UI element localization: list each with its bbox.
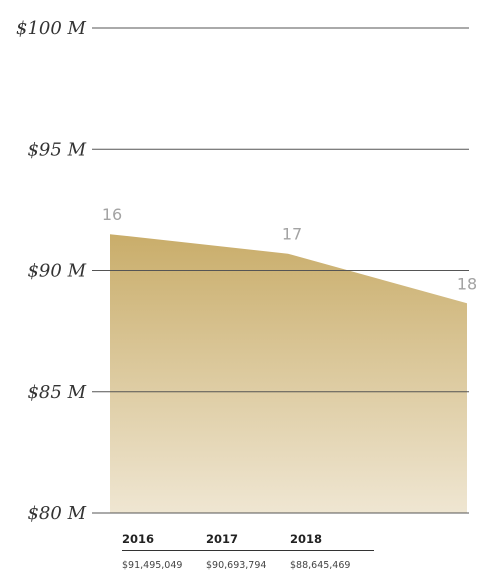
y-tick-label: $85 M <box>27 382 86 403</box>
value-2017: $90,693,794 <box>206 560 267 571</box>
y-tick-label: $80 M <box>27 503 86 524</box>
table-value-row: $91,495,049 $90,693,794 $88,645,469 <box>122 551 374 571</box>
data-table: 2016 2017 2018 $91,495,049 $90,693,794 $… <box>122 528 374 571</box>
y-tick-label: $100 M <box>16 18 87 39</box>
point-labels: 16 17 18 <box>102 205 477 293</box>
point-label: 17 <box>282 225 302 244</box>
value-2016: $91,495,049 <box>122 560 183 571</box>
y-tick-label: $90 M <box>27 261 86 282</box>
year-header-2016: 2016 <box>122 528 206 551</box>
point-label: 18 <box>457 274 477 293</box>
area-series <box>110 234 467 513</box>
y-tick-label: $95 M <box>27 139 86 160</box>
point-label: 16 <box>102 205 122 224</box>
gridlines <box>92 27 469 514</box>
year-header-2017: 2017 <box>206 528 290 551</box>
value-2018: $88,645,469 <box>290 560 351 571</box>
table-header-row: 2016 2017 2018 <box>122 528 374 551</box>
y-axis-tick-labels: $80 M $85 M $90 M $95 M $100 M <box>16 18 87 524</box>
year-header-2018: 2018 <box>290 528 374 551</box>
